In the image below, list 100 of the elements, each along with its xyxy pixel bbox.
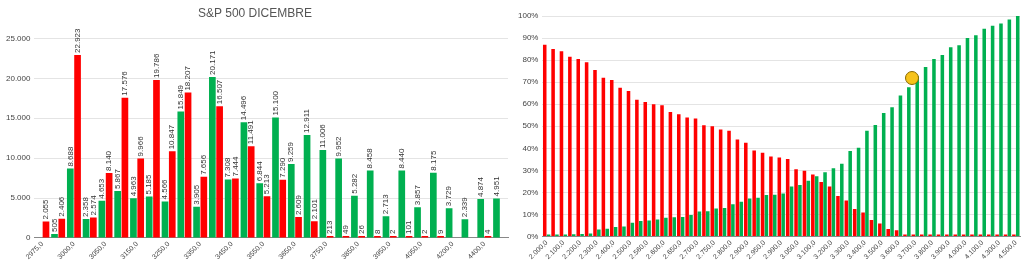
y-tick-label: 60%	[522, 99, 539, 109]
y-tick-label: 15.000	[6, 113, 32, 123]
bar	[605, 228, 609, 237]
data-label: 10.847	[167, 124, 177, 150]
y-tick-label: 20.000	[6, 73, 32, 83]
bar	[588, 233, 593, 237]
bar	[295, 217, 302, 238]
bar	[351, 195, 358, 238]
bar	[430, 172, 437, 238]
data-label: 8.440	[396, 147, 406, 169]
data-label: 2.339	[460, 196, 470, 218]
y-tick-label: 90%	[522, 33, 539, 43]
data-label: 2.574	[88, 194, 98, 216]
bar	[1015, 16, 1020, 237]
bar	[247, 146, 255, 238]
data-label: 7.308	[223, 157, 233, 178]
y-tick-label: 40%	[522, 143, 539, 153]
data-label: 8.458	[365, 147, 375, 169]
bar	[58, 218, 66, 238]
bar	[752, 150, 756, 237]
bar	[705, 211, 710, 237]
bar	[414, 207, 421, 238]
bar	[664, 217, 668, 237]
bar	[836, 195, 840, 237]
bar	[74, 54, 81, 238]
bar	[256, 183, 264, 238]
bar	[335, 158, 342, 238]
bar	[798, 184, 802, 237]
bar	[90, 217, 97, 238]
y-tick-label: 5.000	[10, 193, 32, 203]
data-label: 4.874	[475, 176, 485, 198]
data-label: 5.282	[349, 173, 359, 194]
data-label: 7.290	[277, 157, 287, 178]
bar	[643, 102, 648, 237]
data-label: 22.923	[72, 27, 82, 53]
y-tick-label: 80%	[522, 55, 539, 65]
bar	[685, 117, 689, 237]
bar	[161, 201, 169, 238]
data-label: 9.259	[286, 141, 296, 163]
data-label: 3.857	[412, 184, 422, 206]
data-label: 16.507	[214, 79, 224, 105]
data-label: 6.844	[254, 160, 264, 182]
data-label: 19.786	[151, 52, 161, 79]
data-label: 4.566	[160, 178, 170, 200]
data-label: 2.358	[81, 196, 91, 218]
y-tick-label: 25.000	[6, 33, 32, 43]
bar	[477, 199, 485, 238]
bar	[66, 168, 74, 238]
bar	[310, 221, 318, 238]
bar	[689, 214, 693, 237]
bar	[114, 191, 121, 238]
bar	[209, 76, 216, 238]
bar	[638, 221, 643, 237]
bar	[932, 59, 936, 237]
bar	[609, 79, 614, 237]
data-label: 8	[372, 228, 382, 234]
data-label: 2	[388, 228, 398, 234]
data-label: 4.963	[128, 175, 138, 197]
bar	[319, 150, 327, 238]
bar	[130, 198, 137, 238]
data-label: 7.444	[230, 155, 240, 177]
data-label: 505	[49, 217, 59, 232]
data-label: 2	[420, 228, 430, 234]
bar	[731, 204, 735, 237]
data-label: 5.185	[144, 173, 154, 195]
data-label: 8.140	[104, 150, 114, 171]
bar	[240, 122, 248, 238]
data-label: 26	[356, 224, 366, 234]
data-label: 14.496	[239, 95, 249, 121]
data-label: 4	[483, 228, 493, 234]
bar	[593, 70, 597, 237]
bar	[769, 156, 773, 237]
bar	[957, 45, 961, 237]
bar	[878, 223, 882, 237]
bar	[744, 142, 748, 237]
bar	[840, 163, 844, 237]
bar	[580, 233, 584, 237]
data-label: 15.849	[175, 84, 185, 110]
data-label: 9.966	[135, 135, 145, 157]
bar	[886, 229, 890, 237]
data-label: 17.576	[120, 70, 130, 96]
bar	[890, 107, 894, 237]
data-label: 3.729	[444, 185, 454, 207]
bar	[551, 49, 555, 237]
bar	[618, 87, 622, 237]
data-label: 3.905	[191, 184, 201, 205]
y-tick-label: 50%	[522, 121, 539, 131]
bar	[865, 130, 869, 237]
y-tick-label: 0	[26, 233, 32, 243]
data-label: 15.100	[270, 90, 280, 116]
bar	[193, 206, 200, 238]
bar	[794, 169, 798, 237]
data-label: 8.175	[428, 150, 438, 171]
bar	[398, 170, 406, 238]
data-label: 213	[325, 220, 335, 234]
bar	[622, 226, 626, 237]
bar	[635, 99, 639, 237]
bar	[773, 194, 777, 237]
y-tick-label: 20%	[522, 187, 539, 197]
y-tick-label: 30%	[522, 165, 539, 175]
